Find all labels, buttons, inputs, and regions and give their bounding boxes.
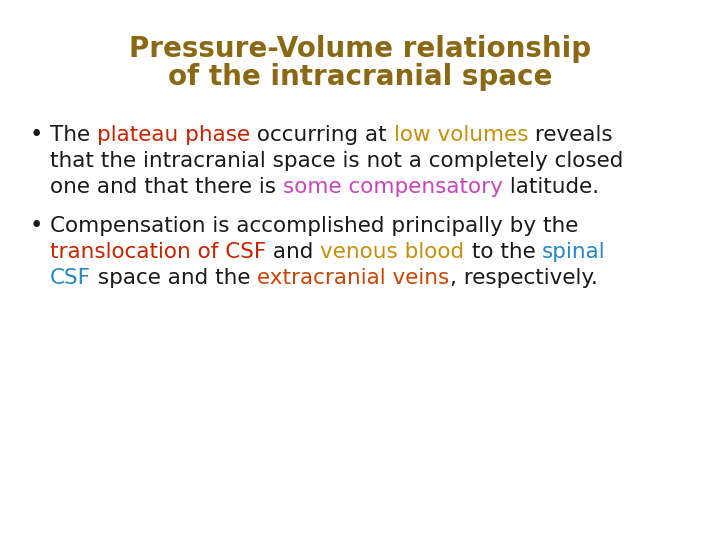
Text: and: and [266, 242, 320, 262]
Text: plateau phase: plateau phase [97, 125, 250, 145]
Text: one and that there is: one and that there is [50, 177, 283, 197]
Text: •: • [30, 123, 43, 146]
Text: •: • [30, 214, 43, 237]
Text: that the intracranial space is not a completely closed: that the intracranial space is not a com… [50, 151, 624, 171]
Text: extracranial veins: extracranial veins [257, 268, 449, 288]
Text: latitude.: latitude. [503, 177, 599, 197]
Text: space and the: space and the [91, 268, 257, 288]
Text: , respectively.: , respectively. [449, 268, 598, 288]
Text: translocation of CSF: translocation of CSF [50, 242, 266, 262]
Text: low volumes: low volumes [394, 125, 528, 145]
Text: venous blood: venous blood [320, 242, 464, 262]
Text: to the: to the [464, 242, 542, 262]
Text: The: The [50, 125, 97, 145]
Text: Compensation is accomplished principally by the: Compensation is accomplished principally… [50, 216, 578, 236]
Text: of the intracranial space: of the intracranial space [168, 63, 552, 91]
Text: spinal: spinal [542, 242, 606, 262]
Text: Pressure-Volume relationship: Pressure-Volume relationship [129, 35, 591, 63]
Text: some compensatory: some compensatory [283, 177, 503, 197]
Text: reveals: reveals [528, 125, 613, 145]
Text: occurring at: occurring at [250, 125, 394, 145]
Text: CSF: CSF [50, 268, 91, 288]
